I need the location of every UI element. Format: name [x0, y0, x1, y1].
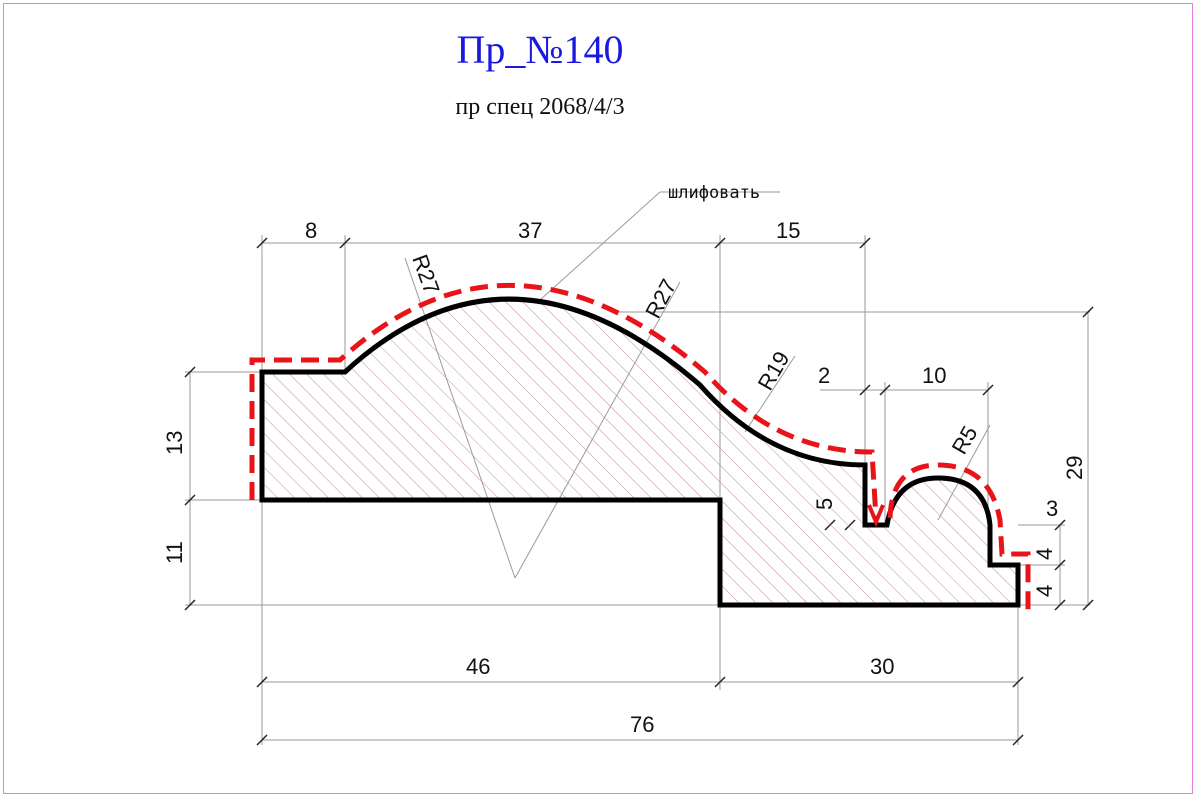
dim-bottom-46: 46 — [466, 654, 490, 679]
radius-r5: R5 — [947, 422, 983, 459]
drawing-title: Пр_№140 — [456, 27, 624, 72]
sheet-frame — [3, 3, 1193, 794]
drawing-subtitle: пр спец 2068/4/3 — [455, 94, 625, 120]
dim-top-8: 8 — [305, 218, 317, 243]
dim-right-4a: 4 — [1032, 548, 1057, 560]
sanding-line — [249, 283, 1031, 610]
dim-bottom-30: 30 — [870, 654, 894, 679]
dim-bottom-76: 76 — [630, 712, 654, 737]
profile-hatching — [262, 299, 1018, 605]
dim-top-10: 10 — [922, 363, 946, 388]
dim-left-11: 11 — [162, 541, 187, 564]
dim-inner-5: 5 — [812, 498, 837, 510]
dim-right-4b: 4 — [1032, 585, 1057, 597]
radius-r27-left: R27 — [407, 251, 444, 297]
dim-top-15: 15 — [776, 218, 800, 243]
radius-r19: R19 — [753, 347, 795, 394]
radius-r27-right: R27 — [640, 275, 681, 322]
profile-outline — [259, 296, 1021, 608]
dim-left-13: 13 — [162, 431, 187, 455]
dim-top-2: 2 — [818, 363, 830, 388]
sanding-note: шлифовать — [668, 183, 760, 203]
dim-right-3: 3 — [1046, 496, 1058, 521]
dim-top-37: 37 — [518, 218, 542, 243]
dim-right-29: 29 — [1062, 456, 1087, 480]
sanding-arrow — [867, 504, 885, 528]
